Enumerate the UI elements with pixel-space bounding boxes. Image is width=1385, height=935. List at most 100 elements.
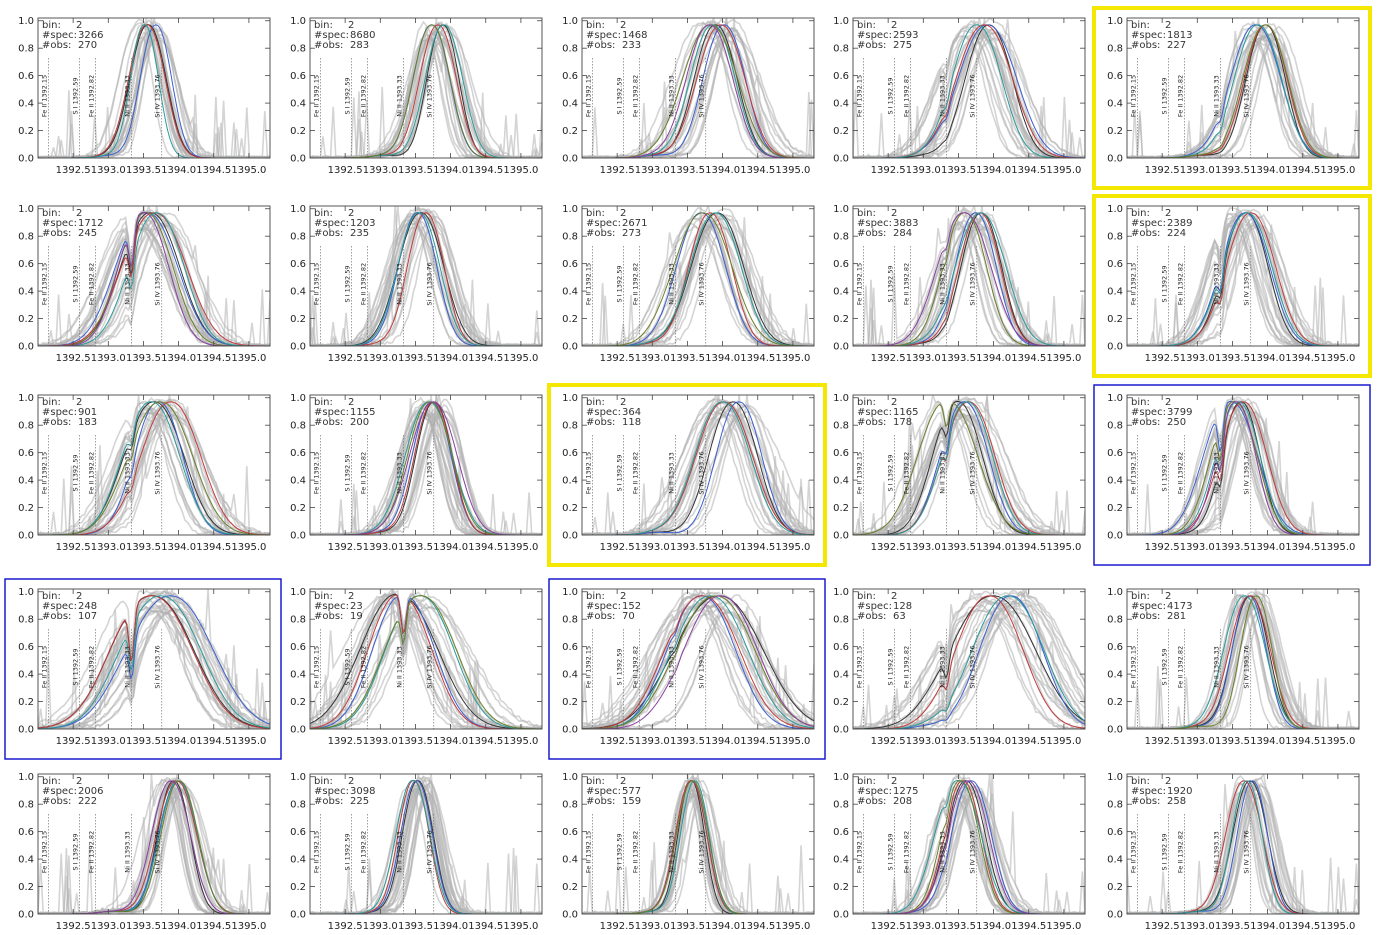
x-tick-label: 1395.0 (775, 353, 810, 364)
x-tick-label: 1394.0 (705, 736, 740, 747)
spectrum-panel: Fe II 1392.15 S I 1392.59 Fe II 1392.82 Ni … (1107, 587, 1360, 747)
bin-label: bin: (314, 591, 333, 602)
y-tick-label: 0.0 (18, 725, 34, 736)
spectrum-panel: Fe II 1392.15 S I 1392.59 Fe II 1392.82 Ni … (562, 204, 815, 364)
line-marker-label: Fe II 1392.82 (632, 263, 640, 305)
line-marker-label: S I 1392.59 (615, 265, 623, 302)
y-tick-label: 0.2 (562, 697, 578, 708)
y-tick-label: 0.4 (833, 476, 849, 487)
spectrum-panel: Fe II 1392.15 S I 1392.59 Fe II 1392.82 Ni … (1093, 384, 1371, 566)
x-tick-label: 1393.5 (670, 165, 705, 176)
y-tick-label: 0.8 (18, 232, 34, 243)
y-tick-label: 0.2 (833, 503, 849, 514)
x-tick-label: 1394.0 (976, 165, 1011, 176)
y-tick-label: 0.6 (562, 642, 578, 653)
x-tick-label: 1394.5 (468, 736, 503, 747)
y-tick-label: 0.2 (18, 314, 34, 325)
bin-label: bin: (1131, 20, 1150, 31)
y-tick-label: 0.6 (833, 642, 849, 653)
y-tick-label: 0.6 (18, 827, 34, 838)
line-marker-label: Ni II 1393.33 (939, 263, 947, 305)
x-tick-label: 1392.5 (328, 542, 363, 553)
y-tick-label: 0.4 (833, 287, 849, 298)
background-spectrum-line (582, 213, 814, 346)
line-marker-label: Ni II 1393.33 (939, 646, 947, 688)
background-spectrum-line (310, 18, 542, 158)
x-tick-label: 1395.0 (775, 165, 810, 176)
y-tick-label: 0.8 (18, 421, 34, 432)
line-marker-label: Si IV 1393.76 (698, 645, 706, 688)
x-tick-label: 1394.0 (1250, 736, 1285, 747)
background-spectrum-line (1127, 782, 1359, 914)
line-marker-label: Si IV 1393.76 (1243, 262, 1251, 305)
bin-value: 2 (348, 776, 354, 787)
x-tick-label: 1393.0 (91, 921, 126, 932)
line-marker-label: Si IV 1393.76 (154, 830, 162, 873)
representative-spectrum-line (582, 595, 814, 729)
y-tick-label: 0.2 (562, 314, 578, 325)
x-tick-label: 1394.0 (161, 921, 196, 932)
background-spectrum-line (582, 27, 814, 158)
spec-count-value: 1920 (1167, 786, 1192, 797)
line-marker-label: S I 1392.59 (1160, 648, 1168, 685)
y-tick-label: 0.8 (1107, 232, 1123, 243)
x-tick-label: 1394.5 (1011, 542, 1046, 553)
background-spectrum-line (1127, 213, 1359, 346)
y-tick-label: 0.2 (562, 503, 578, 514)
spec-count-value: 1712 (78, 218, 103, 229)
yellow-highlight-frame (1092, 194, 1372, 378)
y-tick-label: 0.4 (562, 855, 578, 866)
y-tick-label: 0.8 (833, 615, 849, 626)
obs-count-value: 273 (622, 228, 641, 239)
x-tick-label: 1392.5 (328, 736, 363, 747)
line-marker-label: Fe II 1392.15 (585, 646, 593, 688)
line-marker-label: Fe II 1392.82 (360, 646, 368, 688)
y-tick-label: 0.8 (1107, 44, 1123, 55)
x-tick-label: 1393.0 (906, 921, 941, 932)
x-tick-label: 1392.5 (871, 736, 906, 747)
line-marker-label: Fe II 1392.15 (313, 646, 321, 688)
x-tick-label: 1393.0 (906, 165, 941, 176)
line-marker-label: S I 1392.59 (1160, 265, 1168, 302)
x-tick-label: 1393.5 (398, 353, 433, 364)
y-tick-label: 0.6 (1107, 448, 1123, 459)
plot-frame (581, 773, 815, 915)
y-tick-label: 1.0 (18, 587, 34, 598)
y-tick-label: 0.8 (18, 44, 34, 55)
background-spectrum-line (1127, 34, 1359, 158)
bin-label: bin: (42, 20, 61, 31)
line-marker-label: Fe II 1392.82 (903, 263, 911, 305)
y-tick-label: 1.0 (1107, 393, 1123, 404)
blue-highlight-frame (548, 578, 826, 760)
spec-count-label: #spec: (586, 30, 621, 41)
y-tick-label: 0.8 (18, 800, 34, 811)
y-tick-label: 1.0 (562, 587, 578, 598)
bin-label: bin: (1131, 208, 1150, 219)
line-marker-label: Fe II 1392.15 (41, 831, 49, 873)
line-marker-label: Fe II 1392.82 (632, 646, 640, 688)
x-tick-label: 1395.0 (503, 921, 538, 932)
spec-count-label: #spec: (314, 601, 349, 612)
line-marker-label: Ni II 1393.33 (396, 75, 404, 117)
spec-count-label: #spec: (586, 786, 621, 797)
spec-count-value: 577 (622, 786, 641, 797)
spec-count-value: 2593 (893, 30, 918, 41)
obs-count-label: #obs: (586, 796, 615, 807)
bin-value: 2 (76, 397, 82, 408)
x-tick-label: 1394.5 (468, 353, 503, 364)
bin-value: 2 (891, 208, 897, 219)
plot-frame (581, 588, 815, 730)
x-tick-label: 1393.0 (635, 165, 670, 176)
obs-count-label: #obs: (42, 796, 71, 807)
y-tick-label: 0.0 (1107, 910, 1123, 921)
obs-count-value: 235 (350, 228, 369, 239)
obs-count-label: #obs: (1131, 796, 1160, 807)
background-spectrum-line (310, 21, 542, 158)
obs-count-value: 19 (350, 611, 363, 622)
x-tick-label: 1394.0 (433, 921, 468, 932)
plot-frame (1126, 588, 1360, 730)
line-marker-label: Si IV 1393.76 (698, 262, 706, 305)
x-tick-label: 1395.0 (775, 736, 810, 747)
background-spectrum-line (853, 211, 1085, 346)
x-tick-label: 1393.5 (1215, 921, 1250, 932)
